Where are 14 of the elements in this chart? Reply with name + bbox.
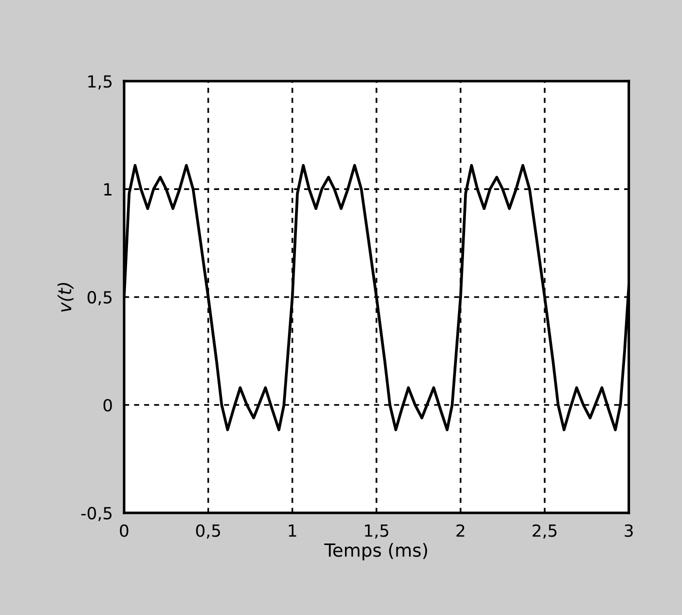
x-tick-label: 0 <box>120 524 128 537</box>
y-tick-label: 0,5 <box>88 291 112 306</box>
x-tick-label: 1 <box>288 524 296 537</box>
x-axis-title: Temps (ms) <box>324 542 428 560</box>
x-tick-label: 2,5 <box>532 524 556 539</box>
x-tick-label: 3 <box>624 524 633 537</box>
y-tick-label: -0,5 <box>81 506 112 522</box>
x-tick-label: 2 <box>456 524 464 537</box>
y-axis-title: v(t) <box>57 282 74 312</box>
y-tick-label: 1,5 <box>88 75 112 90</box>
x-tick-label: 1,5 <box>365 524 388 539</box>
x-tick-label: 0,5 <box>196 524 220 539</box>
y-tick-label: 0 <box>104 398 112 412</box>
y-tick-label: 1 <box>104 183 112 196</box>
